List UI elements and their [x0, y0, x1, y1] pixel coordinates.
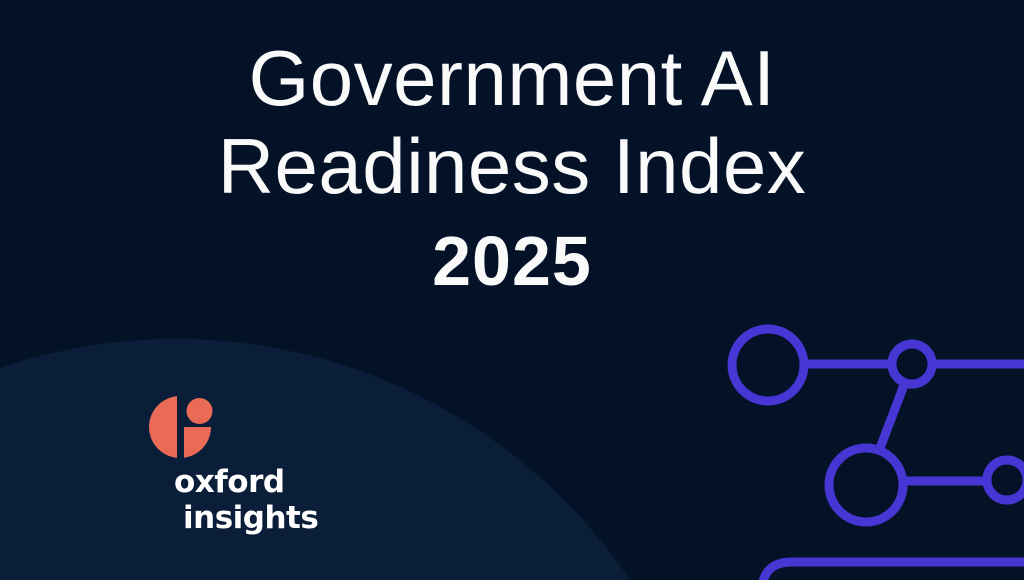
circuit-rounded-corner-line	[758, 557, 1024, 580]
brand-line-oxford: oxford	[174, 464, 285, 500]
circuit-decoration	[727, 324, 1024, 580]
cover-title-line1: Government AI	[248, 34, 776, 122]
cover-title-line2: Readiness Index	[217, 122, 807, 210]
circuit-node-edge-icon	[982, 455, 1024, 505]
brand-line-insights: insights	[183, 500, 319, 536]
circuit-node-small-icon	[887, 339, 937, 389]
cover-year: 2025	[432, 222, 592, 300]
cover-title: Government AI Readiness Index	[0, 34, 1024, 210]
circuit-node-medium-icon	[824, 443, 908, 527]
oxford-insights-wordmark: oxford insights	[174, 464, 319, 536]
circuit-node-large-icon	[727, 324, 809, 406]
oxford-insights-logo-icon	[149, 396, 213, 458]
logo-dot	[186, 398, 213, 424]
background-glow-circle	[0, 339, 630, 580]
